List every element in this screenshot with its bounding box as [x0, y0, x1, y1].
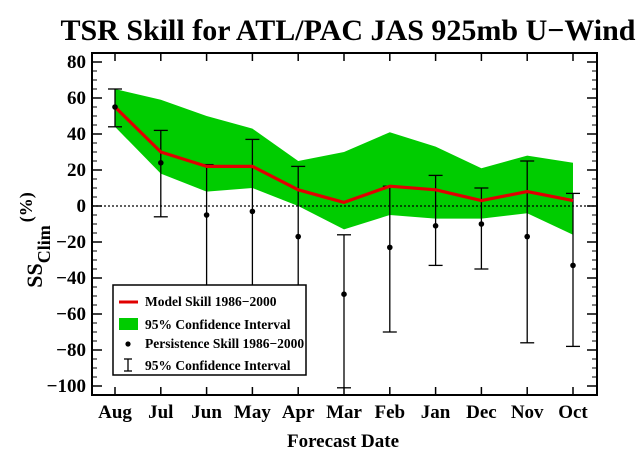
axes: −100 −80 −60 −40 −20 0 20 40 60 80 Aug Jul Jun May Apr…	[47, 52, 598, 423]
y-tick-label: −20	[56, 232, 86, 253]
y-axis-label-main: SS	[22, 263, 47, 287]
x-tick-label: May	[234, 402, 271, 423]
x-tick-label: Mar	[326, 402, 362, 423]
model-skill-line	[113, 105, 574, 204]
legend-band-swatch	[119, 318, 138, 330]
persistence-point	[341, 291, 347, 298]
y-axis-title: SSClim (%)	[16, 192, 54, 287]
x-tick-label: Apr	[282, 402, 315, 423]
confidence-band-layer	[115, 89, 573, 235]
chart-title: TSR Skill for ATL/PAC JAS 925mb U−Wind	[60, 14, 635, 47]
y-tick-label: 60	[67, 88, 86, 109]
confidence-band	[115, 89, 573, 235]
errorbar	[566, 192, 580, 348]
x-tick-label: Jun	[191, 402, 222, 423]
y-tick-label: −100	[47, 376, 86, 397]
y-tick-label: 40	[67, 124, 86, 145]
persistence-point-layer	[112, 104, 576, 298]
persistence-point	[387, 244, 393, 251]
y-tick-label: 0	[77, 196, 87, 217]
persistence-point	[112, 104, 118, 110]
legend-label-persistence: Persistence Skill 1986−2000	[145, 336, 304, 351]
persistence-point	[203, 212, 210, 218]
persistence-point	[478, 221, 485, 227]
model-line-layer	[113, 105, 574, 204]
x-tick-label: Jul	[148, 402, 173, 423]
y-axis-label-sub: Clim	[34, 225, 54, 263]
x-tick-label: Jan	[421, 402, 451, 423]
persistence-point	[249, 208, 256, 215]
y-axis-label-unit: (%)	[16, 192, 37, 222]
errorbar	[153, 129, 168, 218]
legend-label-persistence-ci: 95% Confidence Interval	[145, 358, 291, 373]
legend-label-model-ci: 95% Confidence Interval	[145, 317, 291, 332]
errorbar	[337, 234, 351, 389]
legend: Model Skill 1986−2000 95% Confidence Int…	[112, 284, 307, 376]
y-tick-label: 80	[67, 52, 86, 73]
legend-label-model: Model Skill 1986−2000	[145, 294, 277, 309]
persistence-point	[158, 160, 164, 166]
persistence-point	[432, 223, 439, 229]
x-tick-label: Dec	[466, 402, 497, 423]
x-tick-label: Aug	[98, 402, 132, 423]
x-tick-label: Nov	[511, 402, 544, 423]
y-tick-label: −60	[56, 304, 86, 325]
persistence-point	[295, 233, 302, 240]
persistence-point	[570, 262, 576, 269]
x-axis-label: Forecast Date	[287, 431, 399, 452]
legend-box	[112, 284, 307, 376]
y-tick-label: 20	[67, 160, 86, 181]
legend-point-swatch	[125, 341, 131, 347]
svg-text:SSClim(%): SSClim (%)	[16, 192, 54, 287]
x-tick-label: Oct	[558, 402, 588, 423]
y-tick-label: −40	[56, 268, 86, 289]
y-tick-label: −80	[56, 340, 86, 361]
legend-errorbar-swatch	[124, 358, 132, 372]
persistence-point	[524, 233, 530, 240]
x-tick-label: Feb	[374, 402, 405, 423]
